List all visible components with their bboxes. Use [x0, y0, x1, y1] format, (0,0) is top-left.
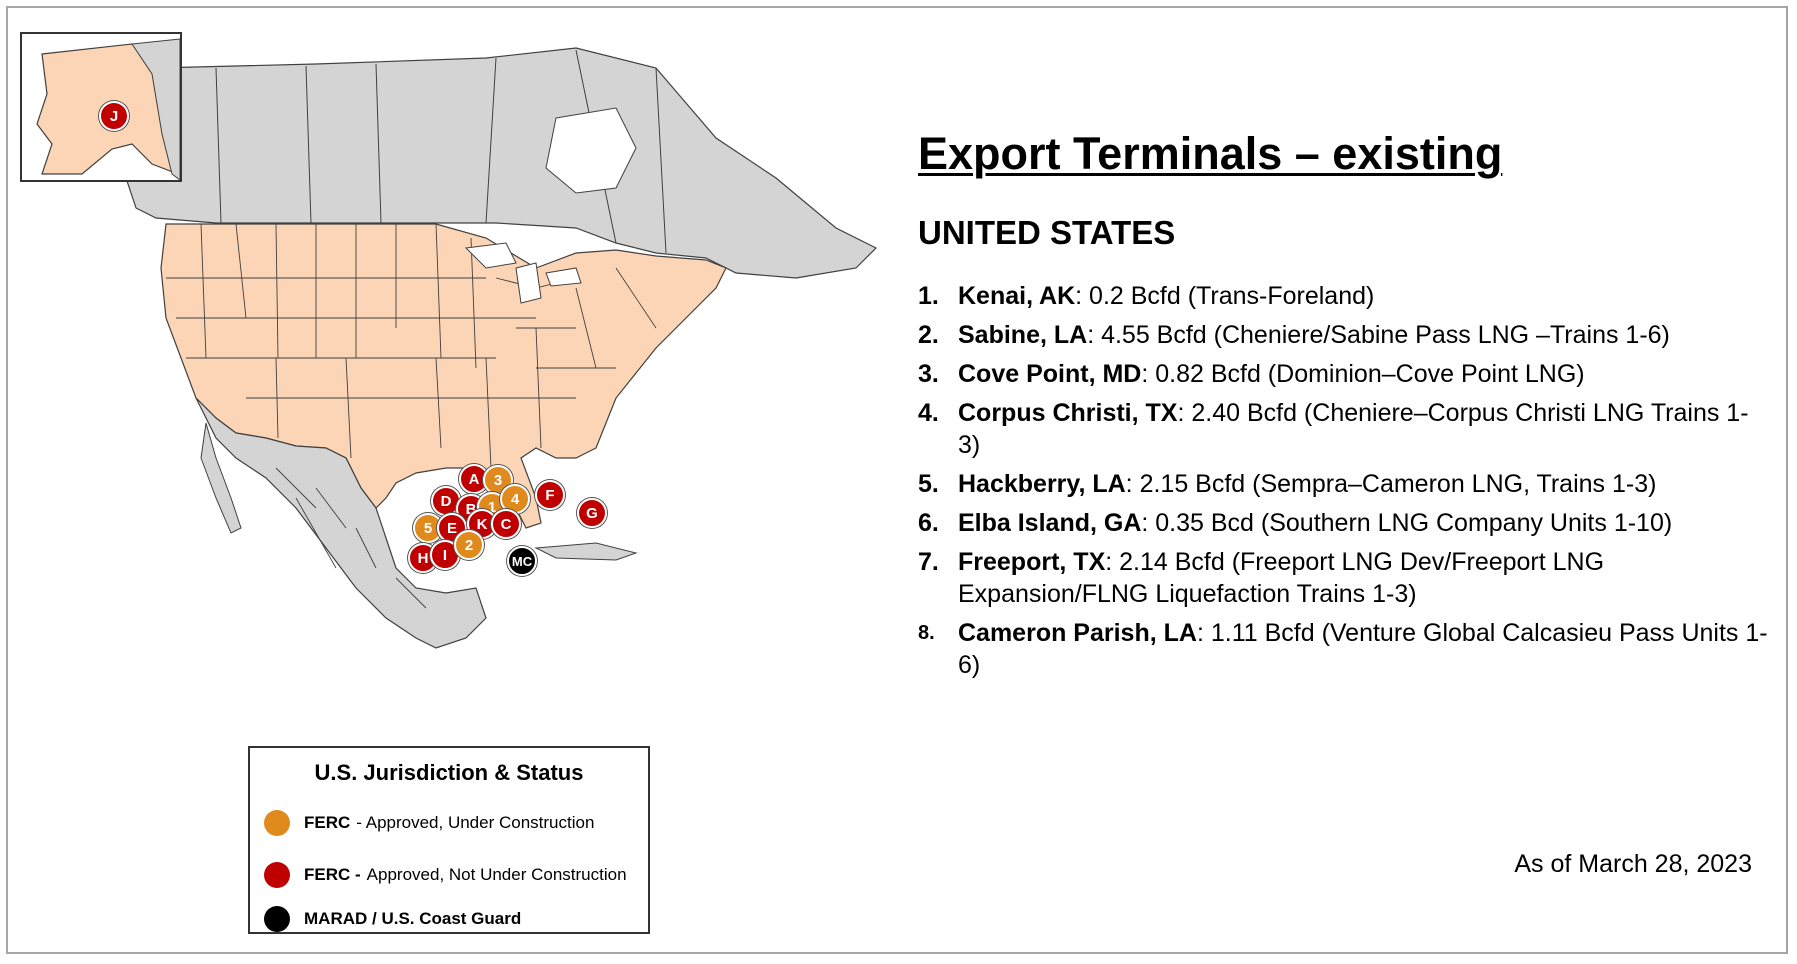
- terminal-name: Kenai, AK: [958, 282, 1076, 310]
- terminal-name: Cove Point, MD: [958, 360, 1142, 388]
- terminal-detail: : 0.82 Bcfd (Dominion–Cove Point LNG): [1141, 360, 1585, 388]
- map-marker-2[interactable]: 2: [454, 530, 484, 560]
- map-marker-f[interactable]: F: [535, 480, 565, 510]
- list-item: 3. Cove Point, MD: 0.82 Bcfd (Dominion–Co…: [918, 358, 1768, 390]
- terminal-name: Cameron Parish, LA: [958, 619, 1197, 647]
- north-america-map: [16, 28, 896, 748]
- page-title: Export Terminals – existing: [918, 128, 1503, 179]
- cuba: [534, 542, 638, 561]
- terminal-detail: : 2.15 Bcfd (Sempra–Cameron LNG, Trains …: [1125, 470, 1657, 498]
- map-legend: U.S. Jurisdiction & Status FERC - Approv…: [248, 746, 650, 934]
- red-dot-icon: [264, 862, 290, 888]
- mexico-region: [195, 397, 487, 649]
- terminal-detail: : 0.35 Bcd (Southern LNG Company Units 1…: [1141, 509, 1673, 537]
- legend-item-under-construction: FERC - Approved, Under Construction: [264, 810, 594, 836]
- terminal-detail: : 2.40 Bcfd (Cheniere–Corpus Christi LNG…: [958, 399, 1749, 459]
- hudson-bay: [545, 107, 637, 194]
- map-svg: [125, 47, 878, 649]
- list-item: 2. Sabine, LA: 4.55 Bcfd (Cheniere/Sabine…: [918, 319, 1768, 351]
- list-item: 5. Hackberry, LA: 2.15 Bcfd (Sempra–Camer…: [918, 468, 1768, 500]
- map-marker-j[interactable]: J: [99, 101, 129, 131]
- list-item: 6. Elba Island, GA: 0.35 Bcd (Southern LN…: [918, 507, 1768, 539]
- item-number: 3.: [918, 360, 939, 388]
- legend-agency: FERC -: [304, 865, 361, 884]
- item-number: 6.: [918, 509, 939, 537]
- terminal-name: Elba Island, GA: [958, 509, 1142, 537]
- terminal-detail: : 1.11 Bcfd (Venture Global Calcasieu Pa…: [958, 619, 1768, 679]
- item-number: 7.: [918, 548, 939, 576]
- country-heading: UNITED STATES: [918, 214, 1176, 251]
- item-number: 8.: [918, 622, 935, 644]
- list-item: 4. Corpus Christi, TX: 2.40 Bcfd (Chenier…: [918, 397, 1768, 461]
- map-marker-c[interactable]: C: [491, 509, 521, 539]
- item-number: 4.: [918, 399, 939, 427]
- item-number: 2.: [918, 321, 939, 349]
- terminal-detail: : 2.14 Bcfd (Freeport LNG Dev/Freeport L…: [958, 548, 1605, 608]
- map-marker-3[interactable]: 3: [483, 465, 513, 495]
- legend-status: Approved, Not Under Construction: [366, 865, 627, 884]
- baja-peninsula: [200, 422, 242, 534]
- canada-province-borders: [215, 49, 667, 254]
- list-item: 7. Freeport, TX: 2.14 Bcfd (Freeport LNG …: [918, 546, 1768, 610]
- orange-dot-icon: [264, 810, 290, 836]
- legend-agency: FERC: [304, 813, 351, 832]
- terminal-name: Hackberry, LA: [958, 470, 1126, 498]
- terminal-name: Sabine, LA: [958, 321, 1088, 349]
- yukon-region: [131, 38, 180, 180]
- as-of-date: As of March 28, 2023: [1514, 850, 1752, 878]
- item-number: 5.: [918, 470, 939, 498]
- legend-status: - Approved, Under Construction: [356, 813, 595, 832]
- terminal-name: Freeport, TX: [958, 548, 1106, 576]
- terminal-detail: : 0.2 Bcfd (Trans-Foreland): [1075, 282, 1375, 310]
- legend-title: U.S. Jurisdiction & Status: [314, 760, 584, 785]
- terminal-name: Corpus Christi, TX: [958, 399, 1178, 427]
- legend-item-marad: MARAD / U.S. Coast Guard: [264, 906, 527, 932]
- legend-agency: MARAD / U.S. Coast Guard: [304, 909, 522, 928]
- list-item: 1. Kenai, AK: 0.2 Bcfd (Trans-Foreland): [918, 280, 1768, 312]
- map-marker-g[interactable]: G: [577, 498, 607, 528]
- black-dot-icon: [264, 906, 290, 932]
- terminal-list: 1. Kenai, AK: 0.2 Bcfd (Trans-Foreland) 2…: [918, 280, 1768, 688]
- us-region: [160, 223, 727, 529]
- legend-item-not-under-construction: FERC - Approved, Not Under Construction: [264, 862, 627, 888]
- list-item: 8. Cameron Parish, LA: 1.11 Bcfd (Venture…: [918, 617, 1768, 681]
- map-marker-mc[interactable]: MC: [507, 546, 537, 576]
- great-lakes: [464, 242, 582, 304]
- item-number: 1.: [918, 282, 939, 310]
- terminal-detail: : 4.55 Bcfd (Cheniere/Sabine Pass LNG –T…: [1087, 321, 1670, 349]
- slide-frame: [6, 6, 1788, 954]
- mexico-state-borders: [275, 467, 427, 609]
